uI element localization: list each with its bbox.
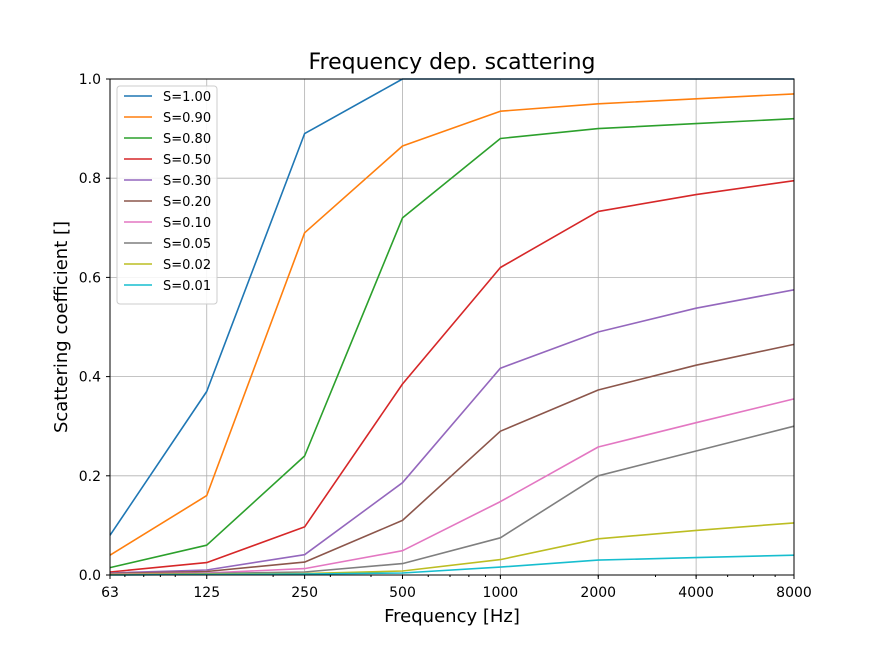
x-tick-label: 125	[193, 585, 220, 601]
x-tick-label: 2000	[580, 585, 616, 601]
legend-entry: S=0.80	[163, 132, 211, 147]
legend-box	[116, 85, 218, 305]
legend-entry: S=0.20	[163, 195, 211, 210]
x-axis-label: Frequency [Hz]	[384, 606, 520, 627]
legend-entry: S=0.01	[163, 279, 211, 294]
legend-entry: S=1.00	[163, 90, 211, 105]
x-tick-label: 63	[101, 585, 119, 601]
series-line	[109, 398, 795, 575]
x-tick-label: 500	[389, 585, 416, 601]
y-tick-label: 1.0	[79, 72, 101, 88]
series-line	[109, 554, 795, 576]
legend-entry: S=0.50	[163, 153, 211, 168]
chart-title: Frequency dep. scattering	[309, 50, 596, 75]
y-axis-label: Scattering coefficient []	[51, 221, 72, 433]
y-tick-label: 0.2	[79, 469, 101, 485]
series-line	[109, 93, 795, 556]
legend-entry: S=0.90	[163, 111, 211, 126]
legend: S=1.00 S=0.90 S=0.80 S=0.50 S=0.30 S=0.20 S=0.…	[116, 85, 218, 305]
plot-frame	[109, 78, 795, 576]
series-line	[109, 179, 795, 573]
y-tick-label: 0.4	[79, 370, 101, 386]
x-tick-label: 250	[291, 585, 318, 601]
series-line	[109, 117, 795, 569]
y-tick-label: 0.8	[79, 171, 101, 187]
x-axis-ticks: 63 125 250 500 1000 2000 4000 8000	[101, 575, 812, 601]
series-line	[109, 343, 795, 575]
legend-entry: S=0.30	[163, 174, 211, 189]
series-line	[109, 289, 795, 574]
x-tick-label: 4000	[678, 585, 714, 601]
legend-entry: S=0.02	[163, 258, 211, 273]
x-tick-label: 1000	[483, 585, 519, 601]
x-tick-label: 8000	[776, 585, 812, 601]
y-tick-label: 0.6	[79, 270, 101, 286]
legend-entry: S=0.10	[163, 216, 211, 231]
y-axis-ticks: 0.0 0.2 0.4 0.6 0.8 1.0	[79, 72, 110, 584]
y-tick-label: 0.0	[79, 568, 101, 584]
legend-entry: S=0.05	[163, 237, 211, 252]
